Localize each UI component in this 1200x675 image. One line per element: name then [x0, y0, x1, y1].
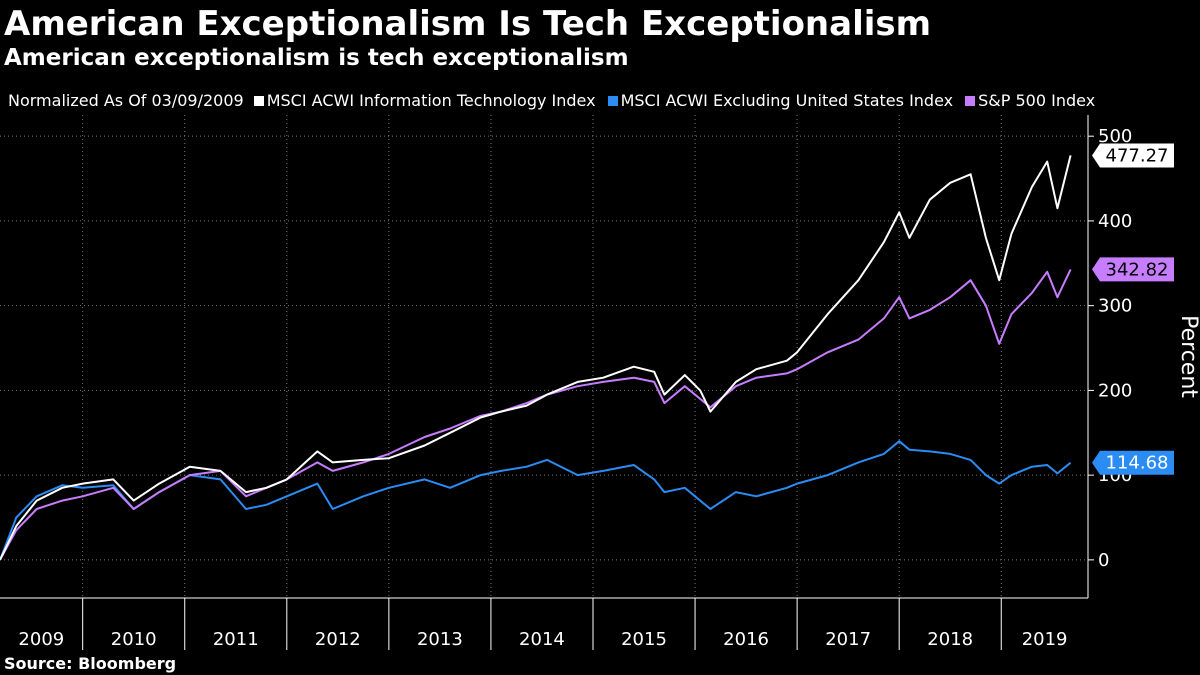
x-tick-label-2018: 2018 — [927, 629, 973, 650]
legend-swatch-ex-us-index — [607, 95, 618, 106]
x-tick-label-2012: 2012 — [315, 629, 361, 650]
legend-entry-it-index: MSCI ACWI Information Technology Index — [253, 91, 596, 110]
legend-label-ex-us-index: MSCI ACWI Excluding United States Index — [620, 91, 954, 110]
source-note: Source: Bloomberg — [4, 654, 177, 673]
last-value-tag-it-index — [1092, 143, 1174, 168]
last-value-tag-sp500 — [1092, 257, 1174, 282]
last-value-tag-ex-us-index — [1092, 450, 1174, 475]
x-tick-label-2013: 2013 — [417, 629, 463, 650]
legend-entry-ex-us-index: MSCI ACWI Excluding United States Index — [607, 91, 954, 110]
y-tick-label-200: 200 — [1098, 380, 1132, 401]
last-value-label-it-index: 477.27 — [1106, 145, 1169, 166]
legend-swatch-it-index — [253, 95, 264, 106]
legend-entry-sp500: S&P 500 Index — [965, 91, 1095, 110]
y-tick-label-500: 500 — [1098, 126, 1132, 147]
y-tick-label-400: 400 — [1098, 211, 1132, 232]
x-tick-label-2016: 2016 — [723, 629, 769, 650]
legend-label-it-index: MSCI ACWI Information Technology Index — [266, 91, 596, 110]
y-tick-label-300: 300 — [1098, 296, 1132, 317]
chart-subtitle: American exceptionalism is tech exceptio… — [4, 45, 629, 71]
legend-normalized-label: Normalized As Of 03/09/2009 — [8, 91, 244, 110]
legend-swatch-sp500 — [965, 95, 976, 106]
x-tick-label-2011: 2011 — [213, 629, 259, 650]
series-line-sp500 — [0, 268, 1072, 561]
y-tick-label-0: 0 — [1098, 550, 1109, 571]
x-tick-label-2015: 2015 — [621, 629, 667, 650]
legend: Normalized As Of 03/09/2009 MSCI ACWI In… — [8, 91, 1107, 110]
legend-label-sp500: S&P 500 Index — [978, 91, 1096, 110]
x-tick-label-2010: 2010 — [111, 629, 157, 650]
last-value-label-sp500: 342.82 — [1106, 259, 1169, 280]
last-value-label-ex-us-index: 114.68 — [1106, 453, 1169, 474]
x-tick-label-2017: 2017 — [825, 629, 871, 650]
x-tick-label-2014: 2014 — [519, 629, 565, 650]
chart-title: American Exceptionalism Is Tech Exceptio… — [4, 4, 932, 44]
series-line-it-index — [0, 155, 1072, 561]
series-line-ex-us-index — [0, 440, 1072, 561]
y-axis-label: Percent — [1176, 315, 1200, 398]
x-tick-label-2019: 2019 — [1022, 629, 1068, 650]
x-tick-label-2009: 2009 — [18, 629, 64, 650]
